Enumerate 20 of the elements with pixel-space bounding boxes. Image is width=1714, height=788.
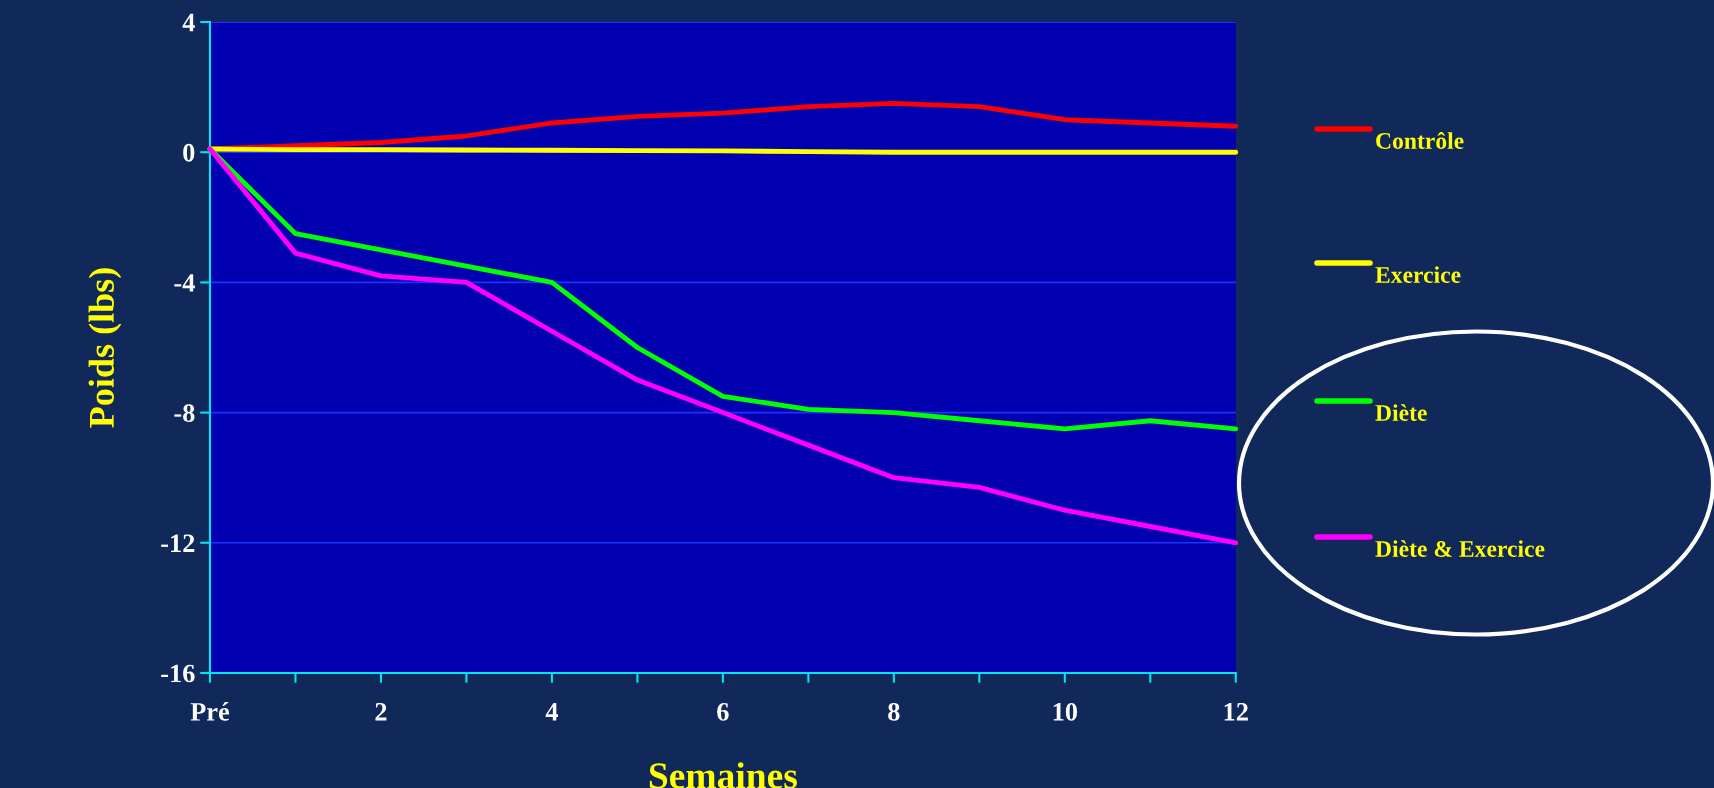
y-tick-label: 4 [182,13,195,32]
x-axis-title: Semaines [649,762,797,788]
x-tick-label: 10 [1053,702,1078,721]
x-tick-label: 2 [375,702,387,721]
y-tick-label: 0 [183,143,195,162]
x-tick-label: 8 [888,702,900,721]
x-tick-label: 4 [545,703,559,721]
legend-label: Exercice [1375,266,1461,283]
y-axis-title: Poids (lbs) [88,268,122,428]
y-tick-label: -16 [161,664,195,683]
x-tick-label: 12 [1224,702,1248,721]
legend-label: Diète & Exercice [1375,540,1545,557]
y-tick-label: -4 [174,274,195,292]
legend-label: Diète [1375,404,1427,421]
line-series [207,146,1239,546]
y-tick-label: -8 [174,404,195,423]
legend-label: Contrôle [1376,132,1464,149]
y-tick-label: -12 [161,534,195,552]
x-tick-label: Pré [190,702,230,721]
x-tick-label: 6 [717,702,729,721]
